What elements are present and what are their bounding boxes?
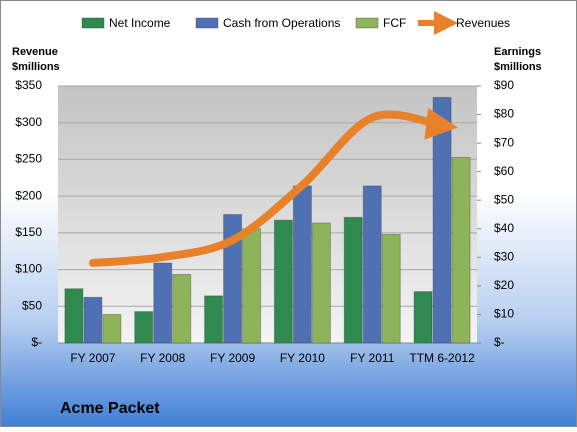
legend-label: Cash from Operations bbox=[223, 16, 340, 30]
bar bbox=[311, 222, 331, 344]
y2-axis-title: $millions bbox=[494, 61, 542, 73]
y2-tick-label: $- bbox=[494, 335, 505, 349]
y2-tick-label: $70 bbox=[494, 135, 514, 149]
bar bbox=[432, 96, 452, 344]
y2-tick-label: $30 bbox=[494, 250, 514, 264]
legend-label: FCF bbox=[383, 16, 406, 30]
y2-tick-label: $40 bbox=[494, 221, 514, 235]
bar bbox=[381, 233, 401, 344]
y2-tick-label: $20 bbox=[494, 278, 514, 292]
legend-label: Revenues bbox=[456, 16, 510, 30]
bar bbox=[273, 219, 293, 344]
y2-tick-label: $80 bbox=[494, 107, 514, 121]
y2-tick-label: $10 bbox=[494, 307, 514, 321]
y-tick-label: $150 bbox=[15, 225, 42, 239]
x-tick-label: FY 2009 bbox=[210, 351, 255, 365]
x-tick-label: FY 2010 bbox=[280, 351, 325, 365]
legend-label: Net Income bbox=[109, 16, 171, 30]
bar bbox=[292, 185, 312, 344]
bar bbox=[204, 295, 224, 344]
bar bbox=[102, 313, 122, 344]
y-tick-label: $50 bbox=[22, 298, 42, 312]
legend-swatch bbox=[195, 17, 219, 29]
y-axis-title: Revenue bbox=[12, 46, 58, 58]
bar bbox=[83, 296, 103, 344]
x-tick-label: FY 2007 bbox=[70, 351, 115, 365]
legend-swatch bbox=[81, 17, 105, 29]
bar bbox=[64, 288, 84, 344]
chart-title: Acme Packet bbox=[60, 400, 160, 417]
x-tick-label: FY 2008 bbox=[140, 351, 185, 365]
line bbox=[88, 107, 458, 267]
y-tick-label: $100 bbox=[15, 262, 42, 276]
bar bbox=[172, 273, 192, 344]
y-tick-label: $350 bbox=[15, 78, 42, 92]
bar bbox=[343, 216, 363, 344]
bar bbox=[242, 228, 262, 344]
y-tick-label: $- bbox=[31, 335, 42, 349]
x-tick-label: FY 2011 bbox=[350, 351, 395, 365]
bar bbox=[134, 311, 154, 344]
y2-axis-title: Earnings bbox=[494, 46, 541, 58]
y-tick-label: $200 bbox=[15, 188, 42, 202]
y-tick-label: $300 bbox=[15, 115, 42, 129]
bar bbox=[451, 156, 471, 344]
y-tick-label: $250 bbox=[15, 152, 42, 166]
y2-tick-label: $60 bbox=[494, 164, 514, 178]
y2-tick-label: $50 bbox=[494, 192, 514, 206]
y-axis-title: $millions bbox=[12, 61, 60, 73]
bar bbox=[362, 185, 382, 344]
x-tick-label: TTM 6-2012 bbox=[409, 351, 475, 365]
y2-tick-label: $90 bbox=[494, 78, 514, 92]
legend-swatch bbox=[355, 17, 379, 29]
bar bbox=[413, 291, 433, 344]
bar bbox=[153, 262, 173, 344]
